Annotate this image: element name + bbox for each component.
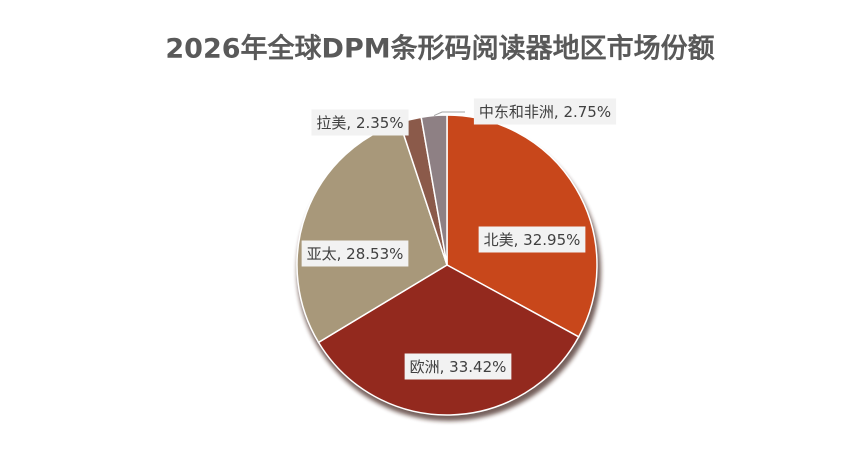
label-text: 欧洲, 33.42% <box>410 358 507 376</box>
label-box <box>473 98 617 125</box>
label-text: 亚太, 28.53% <box>307 245 404 263</box>
data-label: 拉美, 2.35% <box>311 109 409 136</box>
data-label: 中东和非洲, 2.75% <box>473 98 617 125</box>
label-category: 拉美 <box>316 114 346 132</box>
label-value: , 28.53% <box>337 245 404 263</box>
leader-line <box>433 111 465 117</box>
pie-slice <box>296 121 448 344</box>
label-box <box>478 226 586 253</box>
label-value: , 2.75% <box>554 103 611 121</box>
data-label: 欧洲, 33.42% <box>404 353 512 380</box>
label-box <box>301 240 409 267</box>
label-value: , 32.95% <box>514 231 581 249</box>
label-value: , 33.42% <box>440 358 507 376</box>
data-label: 北美, 32.95% <box>478 226 586 253</box>
label-category: 中东和非洲 <box>479 103 554 121</box>
label-value: , 2.35% <box>346 114 403 132</box>
label-category: 亚太 <box>307 245 337 263</box>
label-text: 拉美, 2.35% <box>316 114 403 132</box>
label-box <box>404 353 512 380</box>
label-box <box>311 109 409 136</box>
label-category: 欧洲 <box>410 358 440 376</box>
label-text: 北美, 32.95% <box>484 231 581 249</box>
label-category: 北美 <box>484 231 514 249</box>
chart-title: 2026年全球DPM条形码阅读器地区市场份额 <box>165 33 714 65</box>
slices <box>296 114 598 416</box>
label-text: 中东和非洲, 2.75% <box>479 103 611 121</box>
pie-slice <box>317 264 580 416</box>
data-label: 亚太, 28.53% <box>301 240 409 267</box>
labels: 北美, 32.95% 欧洲, 33.42% 亚太, 28.53% 拉美, 2.35% 中… <box>301 98 617 380</box>
